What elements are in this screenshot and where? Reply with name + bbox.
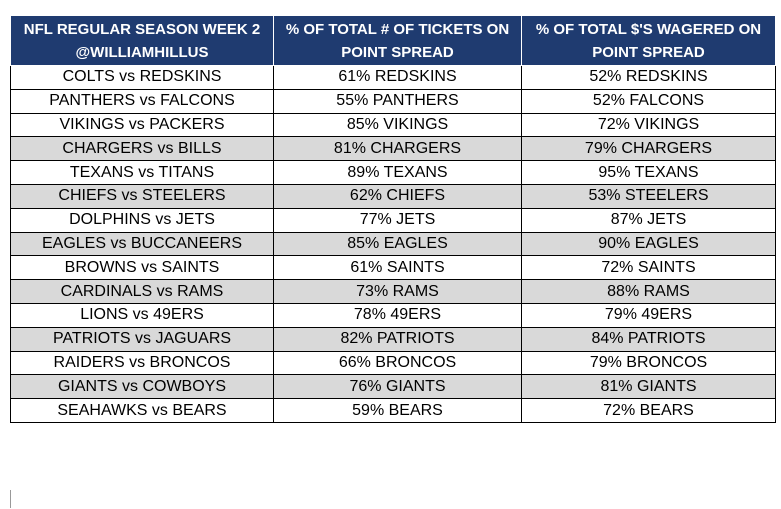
- matchup-cell: PANTHERS vs FALCONS: [10, 88, 274, 114]
- table-row: PANTHERS vs FALCONS 55% PANTHERS 52% FAL…: [10, 88, 776, 114]
- tickets-cell: 66% BRONCOS: [273, 350, 522, 376]
- table-row: CARDINALS vs RAMS 73% RAMS 88% RAMS: [10, 279, 776, 304]
- tickets-cell: 59% BEARS: [273, 398, 522, 423]
- matchup-cell: SEAHAWKS vs BEARS: [10, 398, 274, 423]
- wagered-cell: 79% CHARGERS: [521, 136, 776, 162]
- table-row: COLTS vs REDSKINS 61% REDSKINS 52% REDSK…: [10, 65, 776, 90]
- betting-table-container: NFL REGULAR SEASON WEEK 2 @WILLIAMHILLUS…: [10, 15, 776, 423]
- wagered-cell: 87% JETS: [521, 207, 776, 233]
- table-row: PATRIOTS vs JAGUARS 82% PATRIOTS 84% PAT…: [10, 326, 776, 352]
- tickets-cell: 61% REDSKINS: [273, 65, 522, 90]
- matchup-cell: BROWNS vs SAINTS: [10, 255, 274, 281]
- header-wagered: % OF TOTAL $'S WAGERED ON POINT SPREAD: [521, 15, 776, 66]
- header-tickets: % OF TOTAL # OF TICKETS ON POINT SPREAD: [273, 15, 522, 66]
- table-row: RAIDERS vs BRONCOS 66% BRONCOS 79% BRONC…: [10, 350, 776, 376]
- tickets-cell: 85% EAGLES: [273, 231, 522, 257]
- header-tickets-line1: % OF TOTAL # OF TICKETS ON: [285, 21, 510, 38]
- table-row: TEXANS vs TITANS 89% TEXANS 95% TEXANS: [10, 160, 776, 185]
- header-tickets-line2: POINT SPREAD: [341, 44, 454, 61]
- wagered-cell: 52% FALCONS: [521, 88, 776, 114]
- header-matchup-line1: NFL REGULAR SEASON WEEK 2: [23, 21, 261, 38]
- wagered-cell: 88% RAMS: [521, 279, 776, 304]
- header-matchup: NFL REGULAR SEASON WEEK 2 @WILLIAMHILLUS: [10, 15, 274, 66]
- wagered-cell: 72% SAINTS: [521, 255, 776, 281]
- wagered-cell: 72% BEARS: [521, 398, 776, 423]
- wagered-cell: 84% PATRIOTS: [521, 326, 776, 352]
- wagered-cell: 79% 49ERS: [521, 302, 776, 328]
- tickets-cell: 76% GIANTS: [273, 374, 522, 400]
- wagered-cell: 90% EAGLES: [521, 231, 776, 257]
- header-matchup-line2: @WILLIAMHILLUS: [75, 44, 209, 61]
- matchup-cell: TEXANS vs TITANS: [10, 160, 274, 185]
- matchup-cell: DOLPHINS vs JETS: [10, 207, 274, 233]
- matchup-cell: GIANTS vs COWBOYS: [10, 374, 274, 400]
- table-row: LIONS vs 49ERS 78% 49ERS 79% 49ERS: [10, 302, 776, 328]
- table-row: VIKINGS vs PACKERS 85% VIKINGS 72% VIKIN…: [10, 112, 776, 138]
- table-row: CHARGERS vs BILLS 81% CHARGERS 79% CHARG…: [10, 136, 776, 162]
- table-header-row: NFL REGULAR SEASON WEEK 2 @WILLIAMHILLUS…: [10, 15, 776, 66]
- matchup-cell: COLTS vs REDSKINS: [10, 65, 274, 90]
- wagered-cell: 53% STEELERS: [521, 183, 776, 209]
- wagered-cell: 52% REDSKINS: [521, 65, 776, 90]
- tickets-cell: 82% PATRIOTS: [273, 326, 522, 352]
- matchup-cell: CHIEFS vs STEELERS: [10, 183, 274, 209]
- matchup-cell: EAGLES vs BUCCANEERS: [10, 231, 274, 257]
- wagered-cell: 95% TEXANS: [521, 160, 776, 185]
- table-row: CHIEFS vs STEELERS 62% CHIEFS 53% STEELE…: [10, 183, 776, 209]
- matchup-cell: CARDINALS vs RAMS: [10, 279, 274, 304]
- wagered-cell: 72% VIKINGS: [521, 112, 776, 138]
- tickets-cell: 73% RAMS: [273, 279, 522, 304]
- matchup-cell: CHARGERS vs BILLS: [10, 136, 274, 162]
- table-row: SEAHAWKS vs BEARS 59% BEARS 72% BEARS: [10, 398, 776, 423]
- wagered-cell: 79% BRONCOS: [521, 350, 776, 376]
- tickets-cell: 62% CHIEFS: [273, 183, 522, 209]
- matchup-cell: PATRIOTS vs JAGUARS: [10, 326, 274, 352]
- matchup-cell: RAIDERS vs BRONCOS: [10, 350, 274, 376]
- tickets-cell: 85% VIKINGS: [273, 112, 522, 138]
- tickets-cell: 78% 49ERS: [273, 302, 522, 328]
- text-cursor: [10, 490, 11, 508]
- table-row: BROWNS vs SAINTS 61% SAINTS 72% SAINTS: [10, 255, 776, 281]
- table-row: GIANTS vs COWBOYS 76% GIANTS 81% GIANTS: [10, 374, 776, 400]
- tickets-cell: 55% PANTHERS: [273, 88, 522, 114]
- matchup-cell: VIKINGS vs PACKERS: [10, 112, 274, 138]
- table-row: EAGLES vs BUCCANEERS 85% EAGLES 90% EAGL…: [10, 231, 776, 257]
- table-row: DOLPHINS vs JETS 77% JETS 87% JETS: [10, 207, 776, 233]
- tickets-cell: 61% SAINTS: [273, 255, 522, 281]
- wagered-cell: 81% GIANTS: [521, 374, 776, 400]
- tickets-cell: 81% CHARGERS: [273, 136, 522, 162]
- header-wagered-line1: % OF TOTAL $'S WAGERED ON: [535, 21, 762, 38]
- matchup-cell: LIONS vs 49ERS: [10, 302, 274, 328]
- betting-percentages-table: NFL REGULAR SEASON WEEK 2 @WILLIAMHILLUS…: [10, 15, 776, 423]
- tickets-cell: 89% TEXANS: [273, 160, 522, 185]
- header-wagered-line2: POINT SPREAD: [592, 44, 705, 61]
- tickets-cell: 77% JETS: [273, 207, 522, 233]
